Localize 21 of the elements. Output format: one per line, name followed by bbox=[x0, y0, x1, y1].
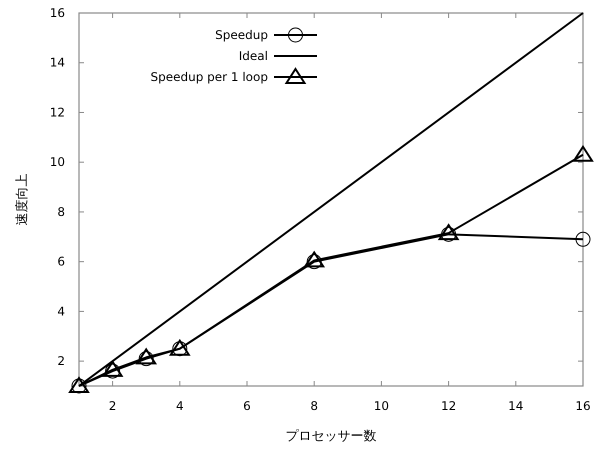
x-tick-label: 10 bbox=[374, 399, 390, 413]
x-tick-label: 14 bbox=[508, 399, 524, 413]
x-axis-title: プロセッサー数 bbox=[286, 429, 376, 444]
y-tick-label: 16 bbox=[50, 6, 65, 20]
legend-label: Ideal bbox=[238, 49, 268, 63]
y-axis-title: 速度向上 bbox=[14, 174, 30, 226]
y-tick-label: 12 bbox=[50, 105, 65, 120]
legend-label: Speedup bbox=[215, 28, 268, 42]
y-tick-label: 8 bbox=[57, 204, 65, 219]
x-tick-label: 4 bbox=[176, 399, 184, 413]
y-tick-label: 10 bbox=[50, 155, 65, 170]
x-tick-label: 2 bbox=[108, 399, 116, 413]
x-tick-label: 6 bbox=[243, 399, 251, 413]
y-tick-label: 4 bbox=[57, 304, 65, 318]
y-tick-label: 14 bbox=[50, 56, 65, 70]
y-tick-label: 2 bbox=[57, 354, 65, 368]
x-tick-label: 12 bbox=[440, 399, 456, 413]
x-tick-label: 8 bbox=[310, 399, 318, 413]
legend-label: Speedup per 1 loop bbox=[150, 70, 268, 84]
x-tick-label: 16 bbox=[575, 399, 591, 413]
y-tick-label: 6 bbox=[57, 254, 65, 269]
